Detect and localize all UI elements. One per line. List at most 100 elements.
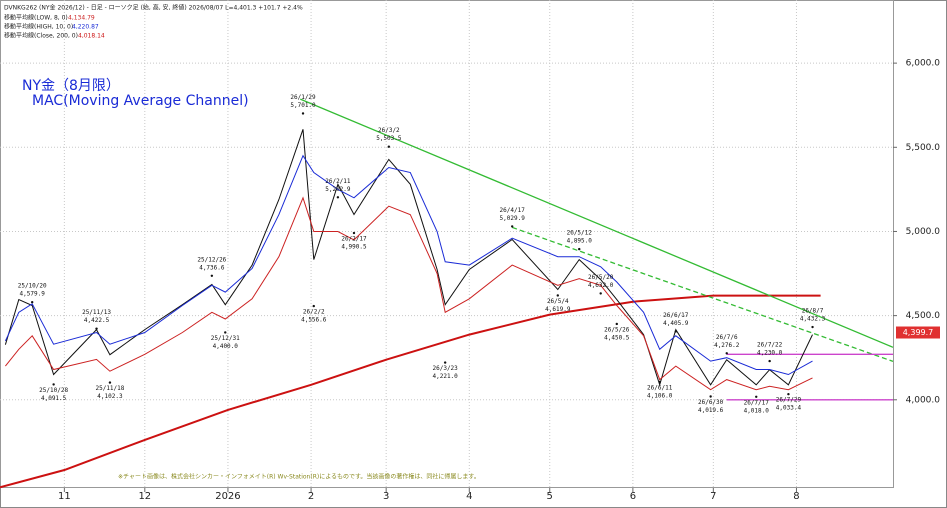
annotation-date: 26/6/11 (647, 384, 673, 391)
x-tick-label: 7 (710, 491, 716, 502)
annotation-point (674, 330, 677, 333)
annotation-date: 25/11/13 (82, 309, 111, 316)
annotation-value: 4,405.9 (663, 320, 689, 327)
annotation-point (301, 112, 305, 115)
annotation-point (725, 352, 728, 355)
annotation-date: 26/3/2 (378, 127, 400, 134)
annotation-date: 26/6/17 (663, 312, 689, 319)
annotation-date: 26/5/4 (547, 298, 569, 305)
chart-title: NY金（8月限） (22, 78, 120, 94)
y-tick-label: 5,000.0 (906, 227, 941, 237)
x-tick-label: 11 (58, 491, 71, 502)
annotation-date: 26/2/17 (341, 236, 367, 243)
annotation-point (511, 225, 514, 228)
indicator-name: 移動平均線(Close, 200, 0) (4, 32, 78, 40)
indicator-value: 4,134.79 (68, 15, 95, 22)
annotation-value: 4,033.4 (776, 405, 802, 412)
annotation-value: 4,018.0 (744, 407, 770, 414)
annotation-point (95, 327, 98, 330)
annotation-point (30, 300, 34, 304)
annotation-point (787, 392, 790, 396)
annotation-value: 4,895.0 (567, 238, 593, 245)
chart-subtitle: MAC(Moving Average Channel) (32, 93, 249, 109)
indicator-name: 移動平均線(HIGH, 10, 0) (4, 23, 73, 31)
series-line (5, 196, 813, 391)
annotation-date: 26/5/20 (588, 274, 614, 281)
note: ※チャート画像は、株式会社シンカー・インフォメイト(R) Wv-Station(… (118, 473, 480, 481)
annotation-value: 5,029.9 (500, 215, 526, 222)
annotation-value: 4,736.6 (199, 264, 225, 271)
annotation-value: 4,990.5 (341, 244, 367, 251)
x-tick-label: 3 (383, 491, 389, 502)
annotation-date: 26/7/6 (716, 334, 738, 341)
annotation-value: 4,400.0 (213, 343, 239, 350)
annotation-value: 5,202.9 (325, 186, 351, 193)
annotation-point (615, 322, 618, 326)
annotation-date: 25/12/26 (197, 256, 226, 263)
x-tick-label: 8 (793, 491, 799, 502)
annotation-point (108, 381, 112, 384)
ma200-line (0, 294, 821, 489)
annotation-value: 4,556.6 (301, 317, 327, 324)
annotation-point (811, 325, 814, 329)
indicator-name: 移動平均線(LOW, 8, 0) (4, 14, 68, 22)
annotation-value: 4,432.3 (800, 316, 826, 323)
annotation-point (709, 395, 712, 398)
annotation-date: 26/5/12 (567, 230, 593, 237)
last-price-label: 4,399.7 (903, 328, 934, 337)
annotation-point (312, 304, 315, 308)
x-tick-label: 2026 (215, 491, 240, 502)
annotation-date: 25/11/18 (95, 385, 124, 392)
trend-line (300, 98, 894, 348)
annotation-value: 4,450.5 (604, 334, 630, 341)
trend-line (511, 226, 894, 363)
y-tick-label: 6,000.0 (906, 59, 941, 69)
annotation-value: 4,019.6 (698, 407, 724, 414)
x-tick-label: 2 (308, 491, 314, 502)
annotation-date: 25/10/28 (39, 387, 68, 394)
y-tick-label: 4,000.0 (906, 395, 941, 405)
annotation-value: 4,221.0 (433, 373, 459, 380)
annotation-point (210, 274, 214, 277)
y-tick-label: 4,500.0 (906, 311, 941, 321)
x-tick-label: 12 (138, 491, 151, 502)
annotation-value: 4,579.9 (20, 291, 46, 298)
annotation-date: 26/7/17 (744, 399, 770, 406)
series-line (4, 154, 813, 376)
annotation-point (768, 359, 771, 363)
annotation-value: 4,102.3 (97, 393, 123, 400)
annotation-point (599, 292, 602, 295)
header-line: DVNKG262 (NY金 2026/12) - 日足 - ローソク足 (始, … (4, 4, 303, 12)
annotation-value: 4,230.0 (757, 350, 783, 357)
annotation-value: 4,619.9 (545, 306, 571, 313)
plot-area (0, 0, 894, 488)
annotation-point (658, 380, 661, 384)
annotation-value: 5,503.5 (376, 135, 402, 142)
annotation-date: 26/2/11 (325, 178, 351, 185)
series-line (4, 129, 813, 387)
annotation-value: 4,422.5 (84, 317, 110, 324)
annotation-value: 4,632.0 (588, 282, 614, 289)
annotation-point (52, 383, 55, 386)
annotation-date: 25/12/31 (211, 335, 240, 342)
annotation-value: 5,701.0 (290, 102, 316, 109)
x-tick-label: 5 (547, 491, 553, 502)
annotation-point (336, 196, 340, 199)
annotation-value: 4,091.5 (41, 395, 67, 402)
annotation-point (443, 361, 447, 364)
annotation-date: 25/10/20 (18, 283, 47, 290)
annotation-point (224, 331, 227, 334)
last-price-tag (896, 326, 940, 339)
annotation-point (352, 231, 356, 235)
annotation-value: 4,106.0 (647, 392, 673, 399)
annotation-point (387, 145, 391, 148)
annotation-date: 26/3/23 (433, 365, 459, 372)
annotation-date: 26/5/26 (604, 326, 630, 333)
annotation-date: 26/7/22 (757, 342, 783, 349)
annotation-date: 26/4/17 (500, 207, 526, 214)
annotation-point (578, 247, 581, 251)
annotation-date: 26/6/30 (698, 399, 724, 406)
